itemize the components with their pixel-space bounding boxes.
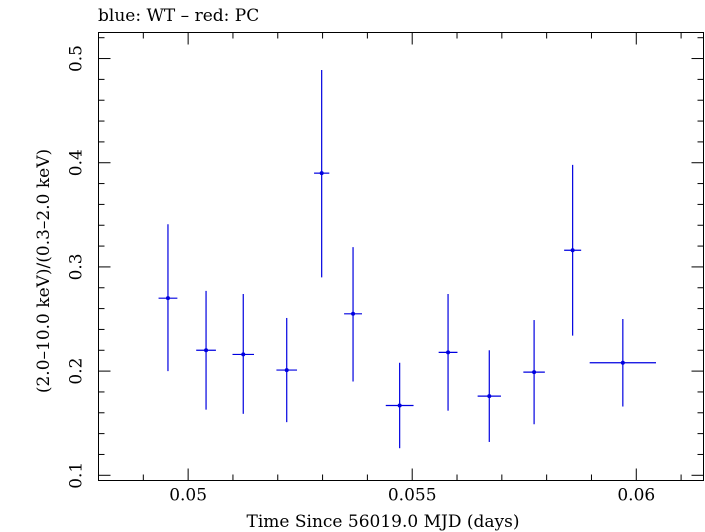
point-marker (446, 350, 451, 355)
point-marker (241, 352, 246, 357)
data-point (276, 317, 298, 423)
data-point (232, 294, 255, 414)
point-marker (204, 348, 209, 353)
y-tick-label: 0.5 (67, 45, 87, 72)
x-tick-label: 0.05 (169, 486, 207, 506)
y-tick-label: 0.2 (67, 358, 87, 385)
chart-title: blue: WT – red: PC (98, 6, 260, 26)
point-marker (620, 360, 625, 365)
point-marker (487, 394, 492, 399)
data-point (523, 320, 545, 425)
y-axis-label: (2.0–10.0 keV)/(0.3–2.0 keV) (34, 149, 54, 393)
axis-ticks (98, 32, 704, 481)
data-point (589, 319, 656, 407)
axis-tick-labels: 0.05 0.055 0.06 0.1 0.2 0.3 0.4 0.5 (67, 45, 656, 505)
data-point (314, 70, 330, 278)
data-point (477, 350, 501, 442)
x-axis-label: Time Since 56019.0 MJD (days) (247, 512, 520, 532)
point-marker (397, 403, 402, 408)
point-marker (165, 296, 170, 301)
data-point (385, 362, 414, 449)
plot-frame (98, 32, 704, 481)
point-marker (351, 311, 356, 316)
x-tick-label: 0.06 (617, 486, 655, 506)
point-marker (284, 368, 289, 373)
y-tick-label: 0.1 (67, 462, 87, 489)
x-tick-label: 0.055 (388, 486, 437, 506)
data-point (196, 290, 216, 410)
y-tick-label: 0.3 (67, 253, 87, 280)
point-marker (319, 171, 324, 176)
data-point (564, 164, 582, 336)
y-tick-label: 0.4 (67, 149, 87, 176)
point-marker (532, 370, 537, 375)
data-point (344, 247, 363, 382)
data-point (158, 224, 178, 372)
data-point (438, 294, 458, 411)
data-marks (158, 70, 656, 449)
point-marker (570, 248, 575, 253)
